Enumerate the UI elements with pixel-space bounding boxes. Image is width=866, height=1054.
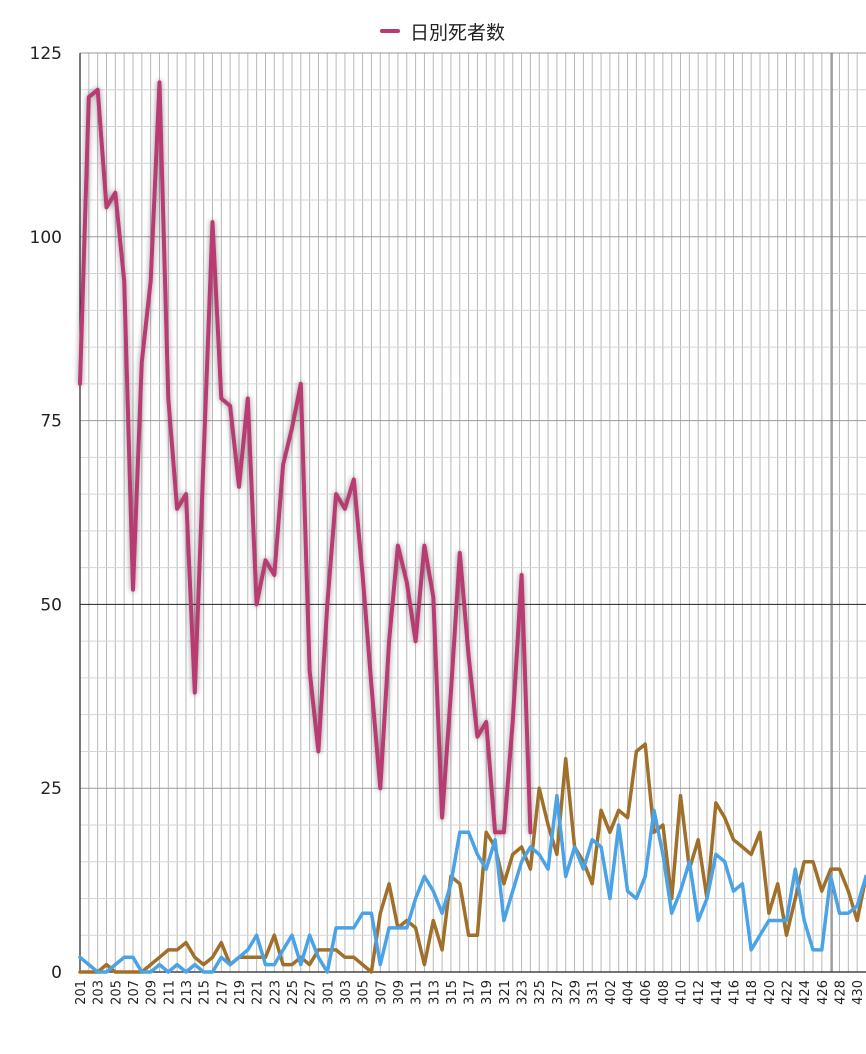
x-tick-label: 319 bbox=[480, 980, 495, 1005]
x-tick-label: 211 bbox=[162, 980, 177, 1005]
x-tick-label: 305 bbox=[357, 980, 372, 1005]
x-tick-label: 410 bbox=[675, 980, 690, 1005]
x-tick-label: 418 bbox=[745, 980, 760, 1005]
x-tick-label: 227 bbox=[304, 980, 319, 1005]
x-tick-label: 301 bbox=[321, 980, 336, 1005]
x-tick-label: 420 bbox=[763, 980, 778, 1005]
x-tick-label: 426 bbox=[816, 980, 831, 1005]
x-tick-label: 331 bbox=[586, 980, 601, 1005]
x-tick-label: 327 bbox=[551, 980, 566, 1005]
x-tick-label: 213 bbox=[180, 980, 195, 1005]
legend: 日別死者数 bbox=[380, 18, 505, 44]
y-tick-label: 100 bbox=[30, 228, 62, 248]
y-tick-label: 0 bbox=[51, 963, 62, 983]
x-tick-label: 225 bbox=[286, 980, 301, 1005]
x-tick-label: 406 bbox=[639, 980, 654, 1005]
x-tick-label: 422 bbox=[781, 980, 796, 1005]
y-tick-label: 25 bbox=[40, 779, 62, 799]
series-line-1 bbox=[78, 742, 866, 974]
x-tick-label: 325 bbox=[533, 980, 548, 1005]
x-tick-label: 329 bbox=[569, 980, 584, 1005]
x-tick-label: 303 bbox=[339, 980, 354, 1005]
x-tick-label: 416 bbox=[728, 980, 743, 1005]
x-tick-label: 209 bbox=[145, 980, 160, 1005]
x-tick-label: 430 bbox=[851, 980, 866, 1005]
x-tick-label: 428 bbox=[834, 980, 849, 1005]
x-tick-label: 203 bbox=[92, 980, 107, 1005]
x-tick-label: 219 bbox=[233, 980, 248, 1005]
y-tick-label: 50 bbox=[40, 595, 62, 615]
x-tick-label: 412 bbox=[692, 980, 707, 1005]
legend-swatch-daily-deaths bbox=[380, 29, 400, 33]
series-line-2 bbox=[78, 793, 866, 974]
x-tick-label: 402 bbox=[604, 980, 619, 1005]
x-tick-label: 217 bbox=[215, 980, 230, 1005]
x-tick-label: 317 bbox=[463, 980, 478, 1005]
x-tick-label: 323 bbox=[516, 980, 531, 1005]
x-tick-label: 311 bbox=[410, 980, 425, 1005]
x-tick-label: 207 bbox=[127, 980, 142, 1005]
legend-label-daily-deaths: 日別死者数 bbox=[410, 21, 506, 44]
series-line-0 bbox=[78, 80, 533, 835]
y-tick-label: 125 bbox=[30, 44, 62, 64]
x-tick-label: 315 bbox=[445, 980, 460, 1005]
x-tick-label: 414 bbox=[710, 980, 725, 1005]
x-tick-label: 201 bbox=[74, 980, 89, 1005]
x-tick-label: 221 bbox=[251, 980, 266, 1005]
x-tick-label: 205 bbox=[109, 980, 124, 1005]
x-tick-label: 307 bbox=[374, 980, 389, 1005]
x-tick-label: 223 bbox=[268, 980, 283, 1005]
x-tick-label: 321 bbox=[498, 980, 513, 1005]
x-tick-label: 408 bbox=[657, 980, 672, 1005]
y-tick-label: 75 bbox=[40, 412, 62, 432]
x-tick-label: 313 bbox=[427, 980, 442, 1005]
x-tick-label: 215 bbox=[198, 980, 213, 1005]
x-tick-label: 404 bbox=[622, 980, 637, 1005]
x-tick-label: 424 bbox=[798, 980, 813, 1005]
x-tick-label: 309 bbox=[392, 980, 407, 1005]
